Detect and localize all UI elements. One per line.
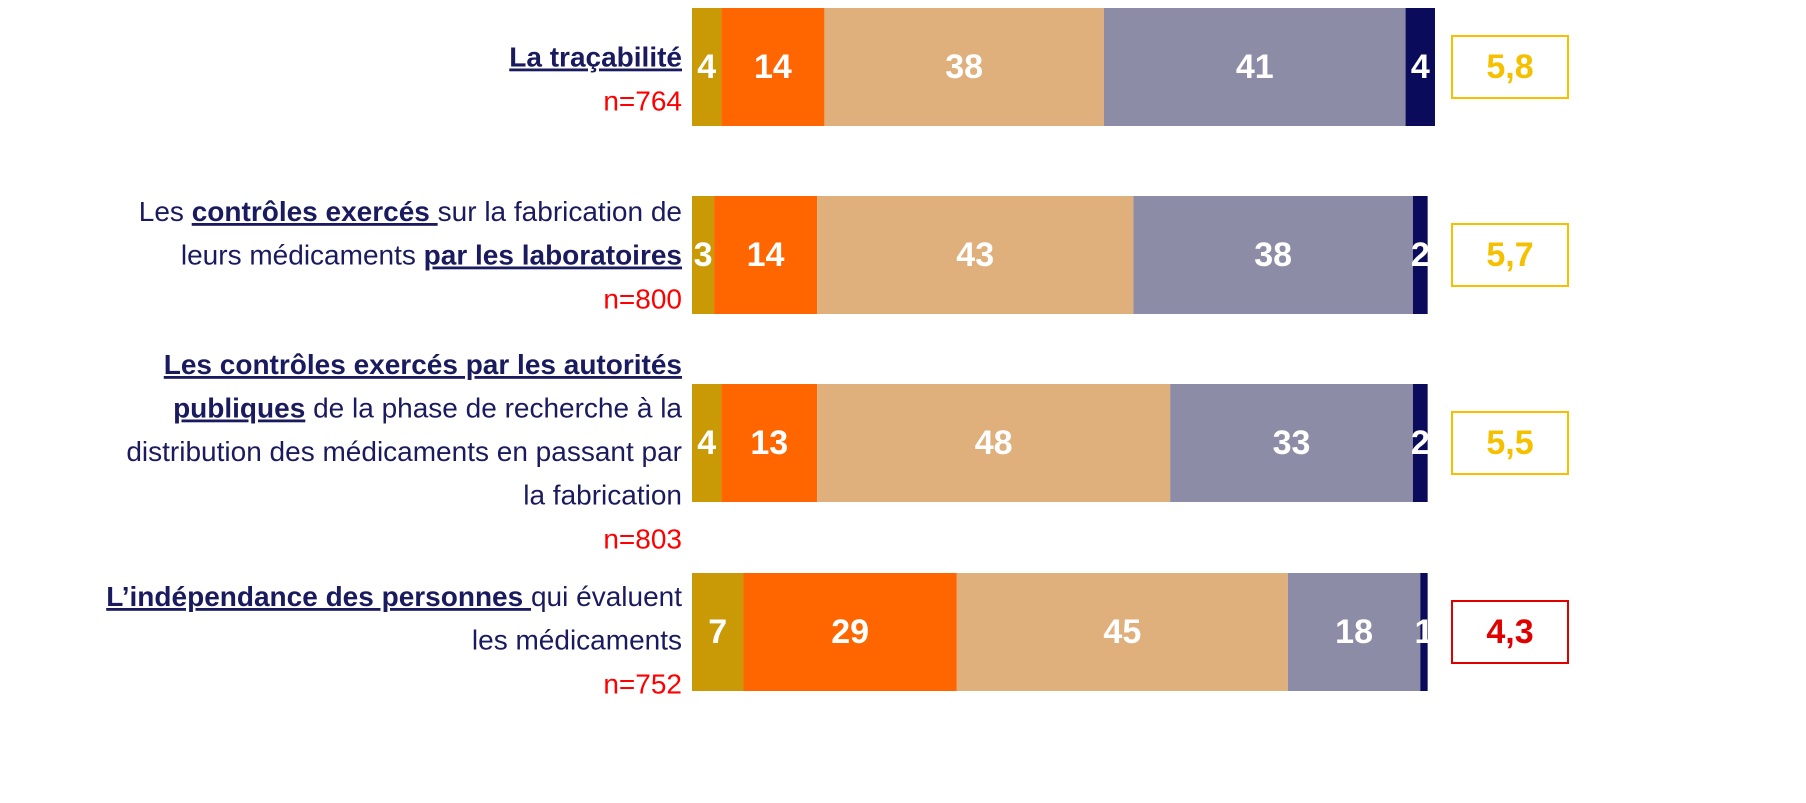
bar-segment bbox=[743, 573, 957, 691]
bar-segment bbox=[1405, 8, 1435, 126]
row-label: leurs médicaments par les laboratoires bbox=[181, 240, 682, 271]
segment-label: 4 bbox=[1411, 48, 1430, 86]
score-label: 5,5 bbox=[1486, 424, 1533, 462]
row-label: Les contrôles exercés par les autorités bbox=[164, 349, 682, 380]
segment-label: 43 bbox=[956, 236, 994, 274]
sample-size: n=803 bbox=[603, 523, 682, 554]
score-label: 5,8 bbox=[1486, 48, 1533, 86]
sample-size: n=764 bbox=[603, 85, 682, 116]
label-part: qui évaluent bbox=[531, 581, 682, 612]
score-label: 4,3 bbox=[1486, 613, 1533, 651]
label-part: La traçabilité bbox=[509, 42, 682, 73]
bar-segment bbox=[956, 573, 1288, 691]
segment-label: 41 bbox=[1236, 48, 1274, 86]
row-label: la fabrication bbox=[523, 480, 682, 511]
bar-segment bbox=[1170, 384, 1413, 502]
segment-label: 45 bbox=[1103, 613, 1141, 651]
segment-label: 38 bbox=[945, 48, 983, 86]
row-label: les médicaments bbox=[472, 625, 682, 656]
label-part: Les bbox=[139, 196, 192, 227]
row-label: La traçabilité bbox=[509, 42, 682, 73]
label-part: leurs médicaments bbox=[181, 240, 424, 271]
segment-label: 33 bbox=[1273, 424, 1311, 462]
score-box bbox=[1451, 223, 1569, 287]
row-label: Les contrôles exercés sur la fabrication… bbox=[139, 196, 682, 227]
row-label: L’indépendance des personnes qui évaluen… bbox=[106, 581, 682, 612]
segment-label: 14 bbox=[747, 236, 785, 274]
label-part: les médicaments bbox=[472, 625, 682, 656]
score-box bbox=[1451, 600, 1569, 664]
sample-size: n=752 bbox=[603, 668, 682, 699]
label-part: publiques bbox=[173, 393, 305, 424]
segment-label: 29 bbox=[831, 613, 869, 651]
bar-segment bbox=[714, 196, 818, 314]
segment-label: 3 bbox=[694, 236, 713, 274]
bar-segment bbox=[1103, 8, 1406, 126]
segment-label: 38 bbox=[1254, 236, 1292, 274]
segment-label: 14 bbox=[754, 48, 792, 86]
label-part: de la phase de recherche à la bbox=[305, 393, 682, 424]
bar-segment bbox=[817, 384, 1171, 502]
segment-label: 4 bbox=[697, 424, 716, 462]
bar-segment bbox=[1412, 196, 1428, 314]
bar-segment bbox=[817, 196, 1134, 314]
segment-label: 4 bbox=[697, 48, 716, 86]
row-label: distribution des médicaments en passant … bbox=[126, 436, 682, 467]
label-part: L’indépendance des personnes bbox=[106, 581, 531, 612]
label-part: distribution des médicaments en passant … bbox=[126, 436, 682, 467]
segment-label: 2 bbox=[1411, 236, 1430, 274]
bar-segment bbox=[824, 8, 1104, 126]
segment-label: 1 bbox=[1415, 613, 1434, 651]
score-box bbox=[1451, 35, 1569, 99]
segment-label: 2 bbox=[1411, 424, 1430, 462]
sample-size: n=800 bbox=[603, 283, 682, 314]
segment-label: 18 bbox=[1335, 613, 1373, 651]
bar-segment bbox=[692, 384, 722, 502]
label-part: par les laboratoires bbox=[424, 240, 682, 271]
bar-segment bbox=[692, 8, 722, 126]
bar-segment bbox=[1420, 573, 1428, 691]
score-label: 5,7 bbox=[1486, 236, 1533, 274]
bar-segment bbox=[1412, 384, 1428, 502]
segment-label: 48 bbox=[975, 424, 1013, 462]
segment-label: 7 bbox=[708, 613, 727, 651]
bar-segment bbox=[721, 8, 825, 126]
label-part: Les contrôles exercés par les autorités bbox=[164, 349, 682, 380]
label-part: contrôles exercés bbox=[192, 196, 438, 227]
label-part: la fabrication bbox=[523, 480, 682, 511]
score-box bbox=[1451, 411, 1569, 475]
bar-segment bbox=[1133, 196, 1413, 314]
row-label: publiques de la phase de recherche à la bbox=[173, 393, 682, 424]
bar-segment bbox=[1287, 573, 1421, 691]
bar-segment bbox=[721, 384, 818, 502]
bar-segment bbox=[692, 196, 715, 314]
segment-label: 13 bbox=[750, 424, 788, 462]
label-part: sur la fabrication de bbox=[438, 196, 682, 227]
bar-segment bbox=[692, 573, 744, 691]
